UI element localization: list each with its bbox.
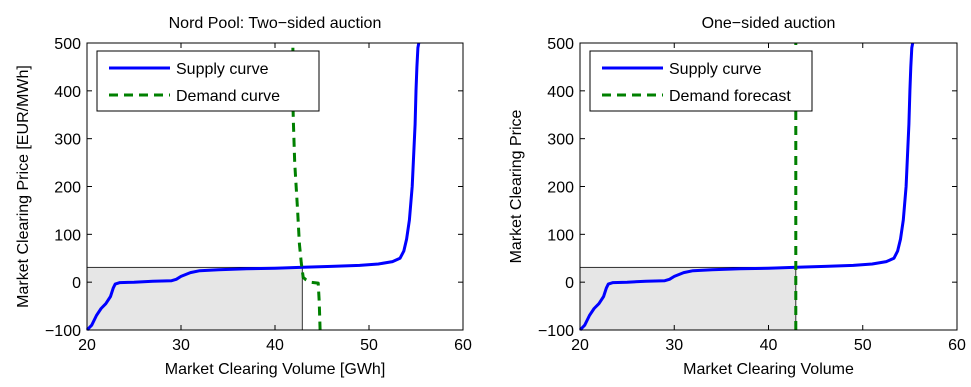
y-tick-label: −100 bbox=[538, 323, 574, 340]
series-line-supply-curve bbox=[85, 42, 421, 332]
chart-title: One−sided auction bbox=[702, 15, 836, 32]
x-tick-label: 50 bbox=[360, 337, 378, 354]
chart-panel-1: 20 30 40 50 60 −100 0 100 200 300 400 500 Nord Pool:… bbox=[15, 15, 472, 378]
y-tick-label: 400 bbox=[547, 84, 574, 101]
clearing-area bbox=[579, 266, 797, 331]
x-tick-label: 60 bbox=[948, 337, 966, 354]
x-tick-label: 30 bbox=[665, 337, 683, 354]
chart-title: Nord Pool: Two−sided auction bbox=[169, 15, 382, 32]
x-tick-label: 30 bbox=[172, 337, 190, 354]
y-tick-label: 400 bbox=[54, 84, 81, 101]
legend-label: Demand curve bbox=[176, 88, 280, 105]
series-line-demand-curve bbox=[291, 47, 322, 331]
x-tick-label: 40 bbox=[266, 337, 284, 354]
x-axis-label: Market Clearing Volume [GWh] bbox=[165, 361, 386, 378]
x-tick-label: 40 bbox=[760, 337, 778, 354]
y-tick-label: 100 bbox=[54, 227, 81, 244]
x-tick-label: 50 bbox=[854, 337, 872, 354]
x-tick-label: 20 bbox=[78, 337, 96, 354]
chart-panel-2: 20 30 40 50 60 −100 0 100 200 300 400 500 One−sided … bbox=[508, 15, 966, 378]
legend-box bbox=[589, 50, 813, 112]
y-tick-label: 0 bbox=[72, 275, 81, 292]
y-tick-label: 100 bbox=[547, 227, 574, 244]
y-tick-label: 200 bbox=[547, 180, 574, 197]
clearing-area bbox=[86, 266, 303, 331]
y-tick-label: 200 bbox=[54, 180, 81, 197]
y-axis-label: Market Clearing Price [EUR/MWh] bbox=[15, 65, 32, 308]
legend-label: Demand forecast bbox=[669, 88, 791, 105]
y-tick-label: 500 bbox=[547, 36, 574, 53]
y-tick-label: 0 bbox=[565, 275, 574, 292]
series-line-supply-curve bbox=[578, 42, 915, 332]
legend: Supply curve Demand curve bbox=[96, 50, 320, 112]
legend-label: Supply curve bbox=[669, 61, 762, 78]
legend-label: Supply curve bbox=[176, 61, 269, 78]
legend: Supply curve Demand forecast bbox=[589, 50, 813, 112]
x-tick-label: 60 bbox=[454, 337, 472, 354]
y-tick-label: −100 bbox=[45, 323, 81, 340]
x-tick-label: 20 bbox=[571, 337, 589, 354]
y-tick-label: 500 bbox=[54, 36, 81, 53]
y-tick-label: 300 bbox=[54, 132, 81, 149]
x-axis-label: Market Clearing Volume bbox=[683, 361, 854, 378]
y-axis-label: Market Clearing Price bbox=[508, 109, 525, 263]
legend-box bbox=[96, 50, 320, 112]
y-tick-label: 300 bbox=[547, 132, 574, 149]
